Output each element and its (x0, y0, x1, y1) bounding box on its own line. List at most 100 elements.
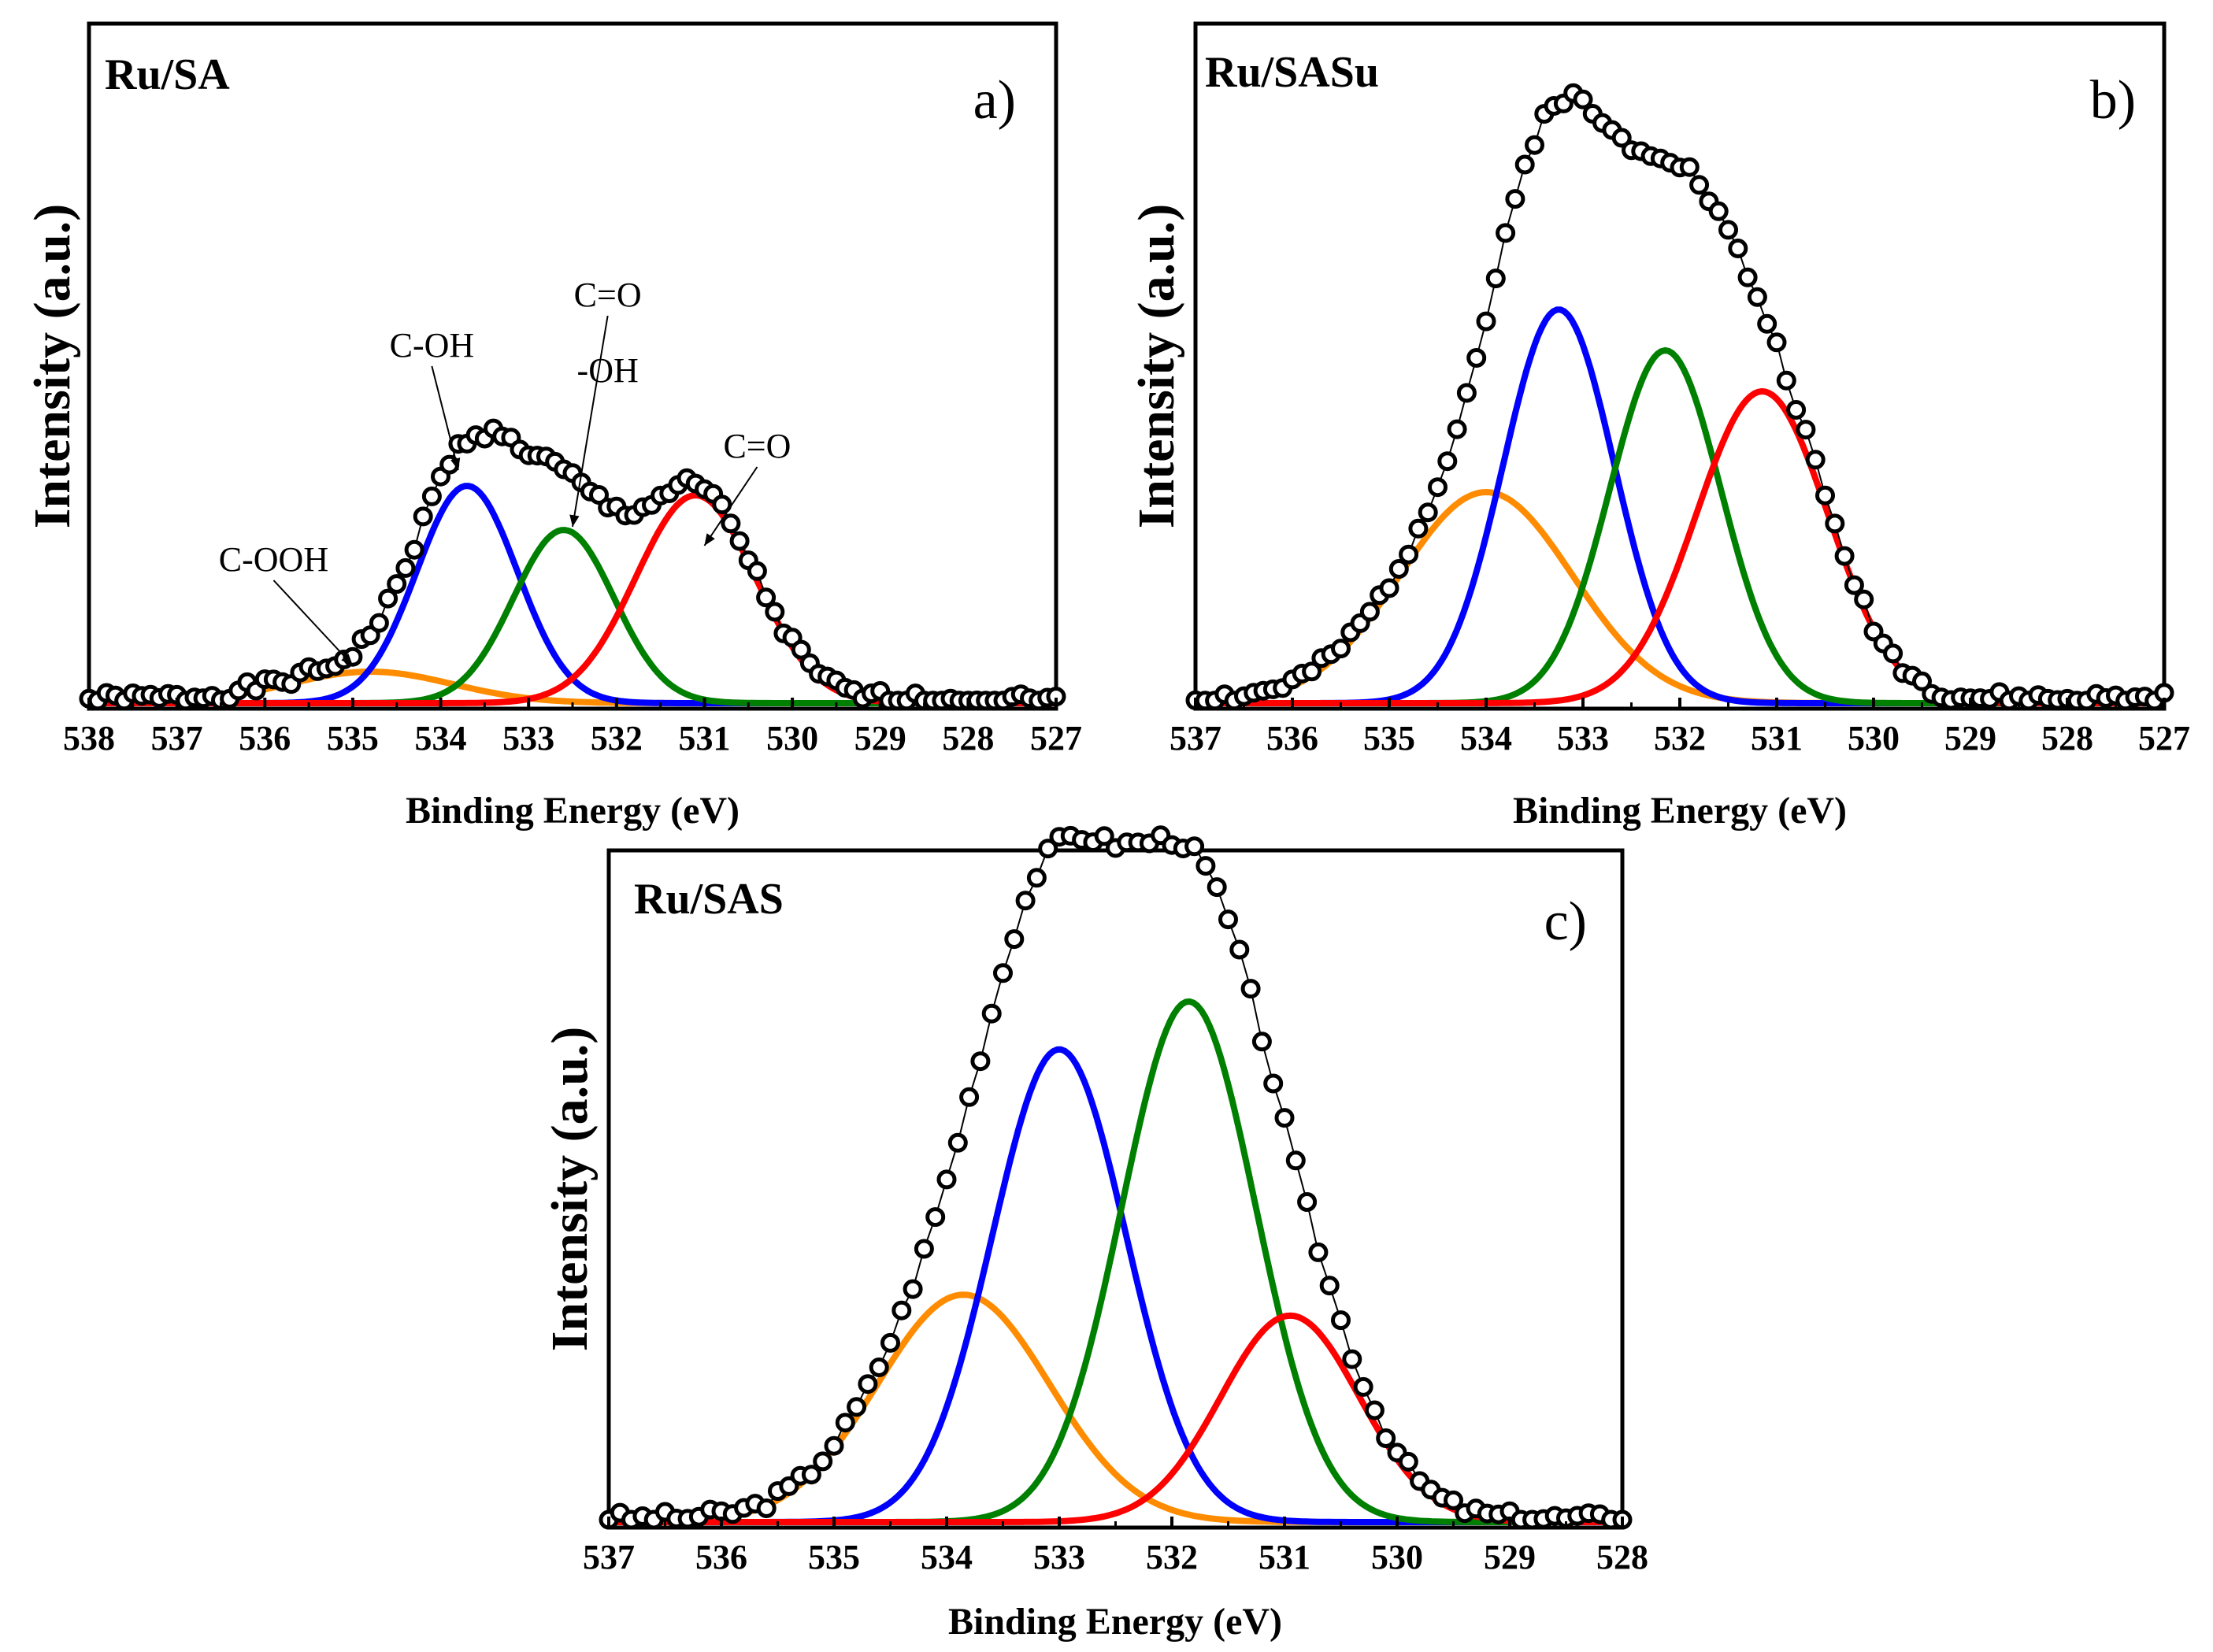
data-point (1834, 546, 1855, 566)
data-point (1825, 513, 1845, 534)
data-point (914, 1239, 934, 1259)
data-point (1766, 332, 1787, 353)
data-point (1376, 1428, 1396, 1448)
panel-b: 537 536 535 534 533 532 531 530 529 528 527 Ru/SAS… (1128, 21, 2190, 832)
x-tick-label: 532 (1654, 719, 1706, 757)
x-tick-label: 529 (1484, 1538, 1536, 1576)
panel-letter: a) (973, 70, 1016, 131)
peak-annotation: C=O (723, 427, 791, 465)
component-curve-green (609, 998, 1622, 1525)
annotation-arrowhead (704, 533, 715, 546)
data-point (721, 513, 741, 534)
data-point (1094, 826, 1114, 846)
data-point (747, 561, 767, 581)
data-point (1737, 267, 1758, 287)
x-tick-label: 534 (1460, 719, 1512, 757)
x-tick-label: 536 (239, 719, 291, 757)
x-tick-label: 528 (2041, 719, 2093, 757)
data-point (1815, 485, 1835, 506)
y-axis-title: Intensity (a.u.) (24, 204, 81, 529)
curves-group (1185, 83, 2174, 711)
data-point (959, 1087, 980, 1107)
data-point (1319, 1276, 1340, 1296)
data-point (1447, 419, 1467, 439)
data-point (1718, 220, 1738, 240)
curves-group (599, 825, 1633, 1530)
x-tick-label: 530 (1848, 719, 1900, 757)
x-tick-label: 530 (1371, 1538, 1423, 1576)
data-point (729, 531, 750, 551)
panel-c: 537 536 535 534 533 532 531 530 529 528 Ru/SAS c)… (541, 825, 1648, 1643)
x-tick-label: 527 (1030, 719, 1082, 757)
data-point (1285, 1150, 1306, 1171)
ticks-group: 537 536 535 534 533 532 531 530 529 528 (583, 1517, 1648, 1576)
x-tick-label: 535 (327, 719, 379, 757)
x-tick-label: 534 (415, 719, 467, 757)
data-point (1496, 223, 1516, 243)
x-tick-label: 531 (1258, 1538, 1310, 1576)
x-axis-title: Binding Energy (eV) (948, 1601, 1282, 1643)
data-point (970, 1051, 991, 1072)
data-point (869, 1358, 889, 1377)
data-point (813, 1451, 833, 1472)
data-point (1195, 856, 1216, 876)
panel-letter: b) (2090, 70, 2136, 131)
data-point (1437, 451, 1458, 472)
data-point (1505, 189, 1525, 209)
annotation-arrowhead (341, 653, 353, 665)
data-point (1388, 559, 1409, 579)
annotation-arrowhead (450, 457, 461, 470)
data-point (1207, 877, 1227, 898)
x-tick-label: 535 (1363, 719, 1415, 757)
data-point (756, 1498, 777, 1518)
data-point (378, 588, 398, 609)
data-point (1353, 1376, 1373, 1397)
data-point (1038, 839, 1058, 859)
data-point (1428, 477, 1448, 498)
x-tick-label: 536 (1266, 719, 1318, 757)
data-point (1359, 602, 1380, 622)
x-tick-label: 533 (1033, 1538, 1085, 1576)
data-point (1796, 420, 1816, 440)
data-point (712, 494, 732, 515)
data-point (404, 539, 424, 560)
x-tick-label: 529 (854, 719, 906, 757)
data-point (791, 639, 811, 660)
data-point (1611, 128, 1632, 148)
data-point (1485, 269, 1506, 289)
data-point (395, 557, 416, 578)
x-axis-title: Binding Energy (eV) (1513, 790, 1847, 832)
data-point (1573, 89, 1593, 109)
x-tick-label: 534 (921, 1538, 973, 1576)
data-point (1308, 1242, 1329, 1262)
data-point (936, 1169, 957, 1190)
experimental-line (1195, 91, 2165, 702)
data-point (801, 1465, 821, 1485)
data-point (1342, 1349, 1362, 1369)
annotation-arrow (572, 315, 609, 528)
x-tick-label: 530 (766, 719, 818, 757)
x-tick-label: 538 (63, 719, 115, 757)
data-point (880, 1332, 900, 1353)
data-point (1302, 661, 1322, 682)
annotation-arrowhead (569, 514, 580, 527)
data-point (1525, 135, 1544, 155)
data-point (1883, 643, 1903, 664)
x-tick-label: 533 (1557, 719, 1609, 757)
component-curve-orange (609, 1291, 1622, 1525)
data-point (1466, 348, 1487, 368)
data-point (1240, 979, 1261, 999)
data-point (1418, 502, 1438, 523)
data-point (1689, 175, 1710, 195)
data-point (1708, 201, 1729, 221)
panel-a: C-OOH C-OH C=O -OH C=O 538 537 536 535 534 533 532… (24, 21, 1082, 832)
data-point (1398, 1451, 1418, 1472)
data-point (1297, 1192, 1318, 1212)
data-point (1379, 578, 1399, 598)
data-point (1728, 239, 1748, 258)
x-tick-label: 537 (583, 1538, 635, 1576)
data-point (1218, 909, 1238, 930)
data-point (1274, 1108, 1295, 1128)
data-point (981, 1003, 1002, 1024)
y-axis-title: Intensity (a.u.) (541, 1027, 599, 1352)
